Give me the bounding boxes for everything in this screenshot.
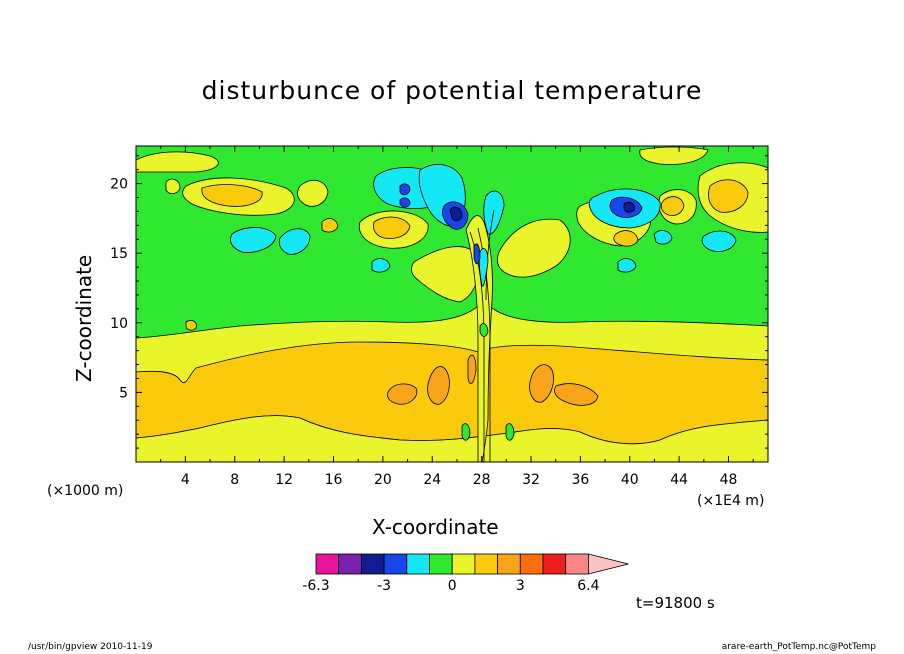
- upper-orange-6: [321, 218, 339, 233]
- colorbar-swatch: [497, 553, 521, 575]
- blob-orange-4: [554, 383, 599, 406]
- upper-yellow-5: [410, 246, 480, 303]
- blob-orange-1: [387, 383, 418, 405]
- cyan-9: [617, 258, 637, 273]
- colorbar-swatch: [406, 553, 430, 575]
- blob-orange-3: [529, 364, 554, 403]
- colorbar-swatch: [429, 553, 453, 575]
- cyan-5: [278, 228, 311, 255]
- cyan-8: [371, 258, 391, 273]
- plot-field: [136, 146, 768, 462]
- x-ticks: 4 8 12 16 20 24 28 32 36 40 44 48: [160, 146, 754, 488]
- x-tick-label: 12: [275, 472, 293, 488]
- x-tick-label: 48: [720, 472, 738, 488]
- upper-orange-3: [708, 179, 749, 213]
- footer-left: /usr/bin/gpview 2010-11-19: [28, 642, 153, 652]
- y-tick-label: 5: [119, 385, 128, 401]
- y-ticks: 5 10 15 20: [110, 155, 768, 449]
- colorbar-swatch: [451, 553, 476, 575]
- colorbar-swatch: [360, 553, 385, 575]
- upper-orange-5: [613, 230, 639, 247]
- x-unit-right: (×1E4 m): [697, 493, 765, 509]
- green-blob-2: [185, 320, 197, 331]
- blob-orange-2: [427, 366, 450, 405]
- colorbar-swatch: [338, 553, 362, 575]
- upper-yellow-6: [496, 218, 571, 278]
- upper-orange-1: [201, 184, 263, 207]
- colorbar-swatch: [383, 553, 408, 575]
- x-tick-label: 24: [423, 472, 441, 488]
- plume-blue: [473, 243, 481, 265]
- colorbar-label: 0: [448, 578, 457, 594]
- cyan-10: [483, 190, 505, 235]
- blue-4: [399, 197, 411, 208]
- x-unit-left: (×1000 m): [47, 483, 124, 499]
- dark-blue-1: [449, 206, 463, 222]
- dark-blue-2: [623, 202, 635, 213]
- colorbar-label: -3: [377, 578, 391, 594]
- upper-yellow-10: [639, 146, 709, 165]
- green-blob-1: [165, 178, 181, 194]
- cyan-6: [701, 230, 737, 252]
- cyan-7: [653, 230, 673, 245]
- upper-orange-4: [660, 196, 685, 216]
- upper-yellow-3: [296, 179, 329, 207]
- plume-green-3: [479, 323, 489, 337]
- y-axis-label: Z-coordinate: [72, 254, 96, 382]
- x-axis-label: X-coordinate: [372, 515, 499, 539]
- y-tick-label: 10: [110, 316, 128, 332]
- colorbar-swatch: [519, 553, 544, 575]
- colorbar: -6.3 -3 0 3 6.4: [302, 553, 629, 594]
- x-tick-label: 44: [670, 472, 688, 488]
- cyan-4: [230, 227, 277, 253]
- x-tick-label: 4: [181, 472, 190, 488]
- colorbar-label: -6.3: [302, 578, 329, 594]
- colorbar-label: 3: [516, 578, 525, 594]
- colorbar-swatch: [315, 553, 340, 575]
- x-tick-label: 16: [325, 472, 343, 488]
- plume-green-1: [461, 423, 471, 441]
- x-tick-label: 40: [621, 472, 639, 488]
- x-tick-label: 36: [571, 472, 589, 488]
- colorbar-swatch: [565, 553, 589, 575]
- upper-orange-2: [373, 216, 411, 239]
- time-label: t=91800 s: [636, 594, 715, 612]
- x-tick-label: 32: [522, 472, 540, 488]
- colorbar-arrow: [588, 553, 629, 575]
- y-tick-label: 15: [110, 246, 128, 262]
- colorbar-label: 6.4: [577, 578, 599, 594]
- colorbar-swatch: [542, 553, 567, 575]
- blue-3: [399, 183, 411, 196]
- colorbar-swatch: [474, 553, 498, 575]
- x-tick-label: 20: [374, 472, 392, 488]
- plume-cyan: [478, 248, 489, 287]
- x-tick-label: 8: [230, 472, 239, 488]
- chart-title: disturbunce of potential temperature: [201, 76, 703, 105]
- plume-orange: [467, 354, 477, 384]
- x-tick-label: 28: [473, 472, 491, 488]
- plot-frame: [135, 145, 769, 463]
- plume-green-2: [505, 423, 515, 441]
- y-tick-label: 20: [110, 177, 128, 193]
- footer-right: arare-earth_PotTemp.nc@PotTemp: [721, 642, 876, 652]
- upper-yellow-2: [136, 151, 219, 173]
